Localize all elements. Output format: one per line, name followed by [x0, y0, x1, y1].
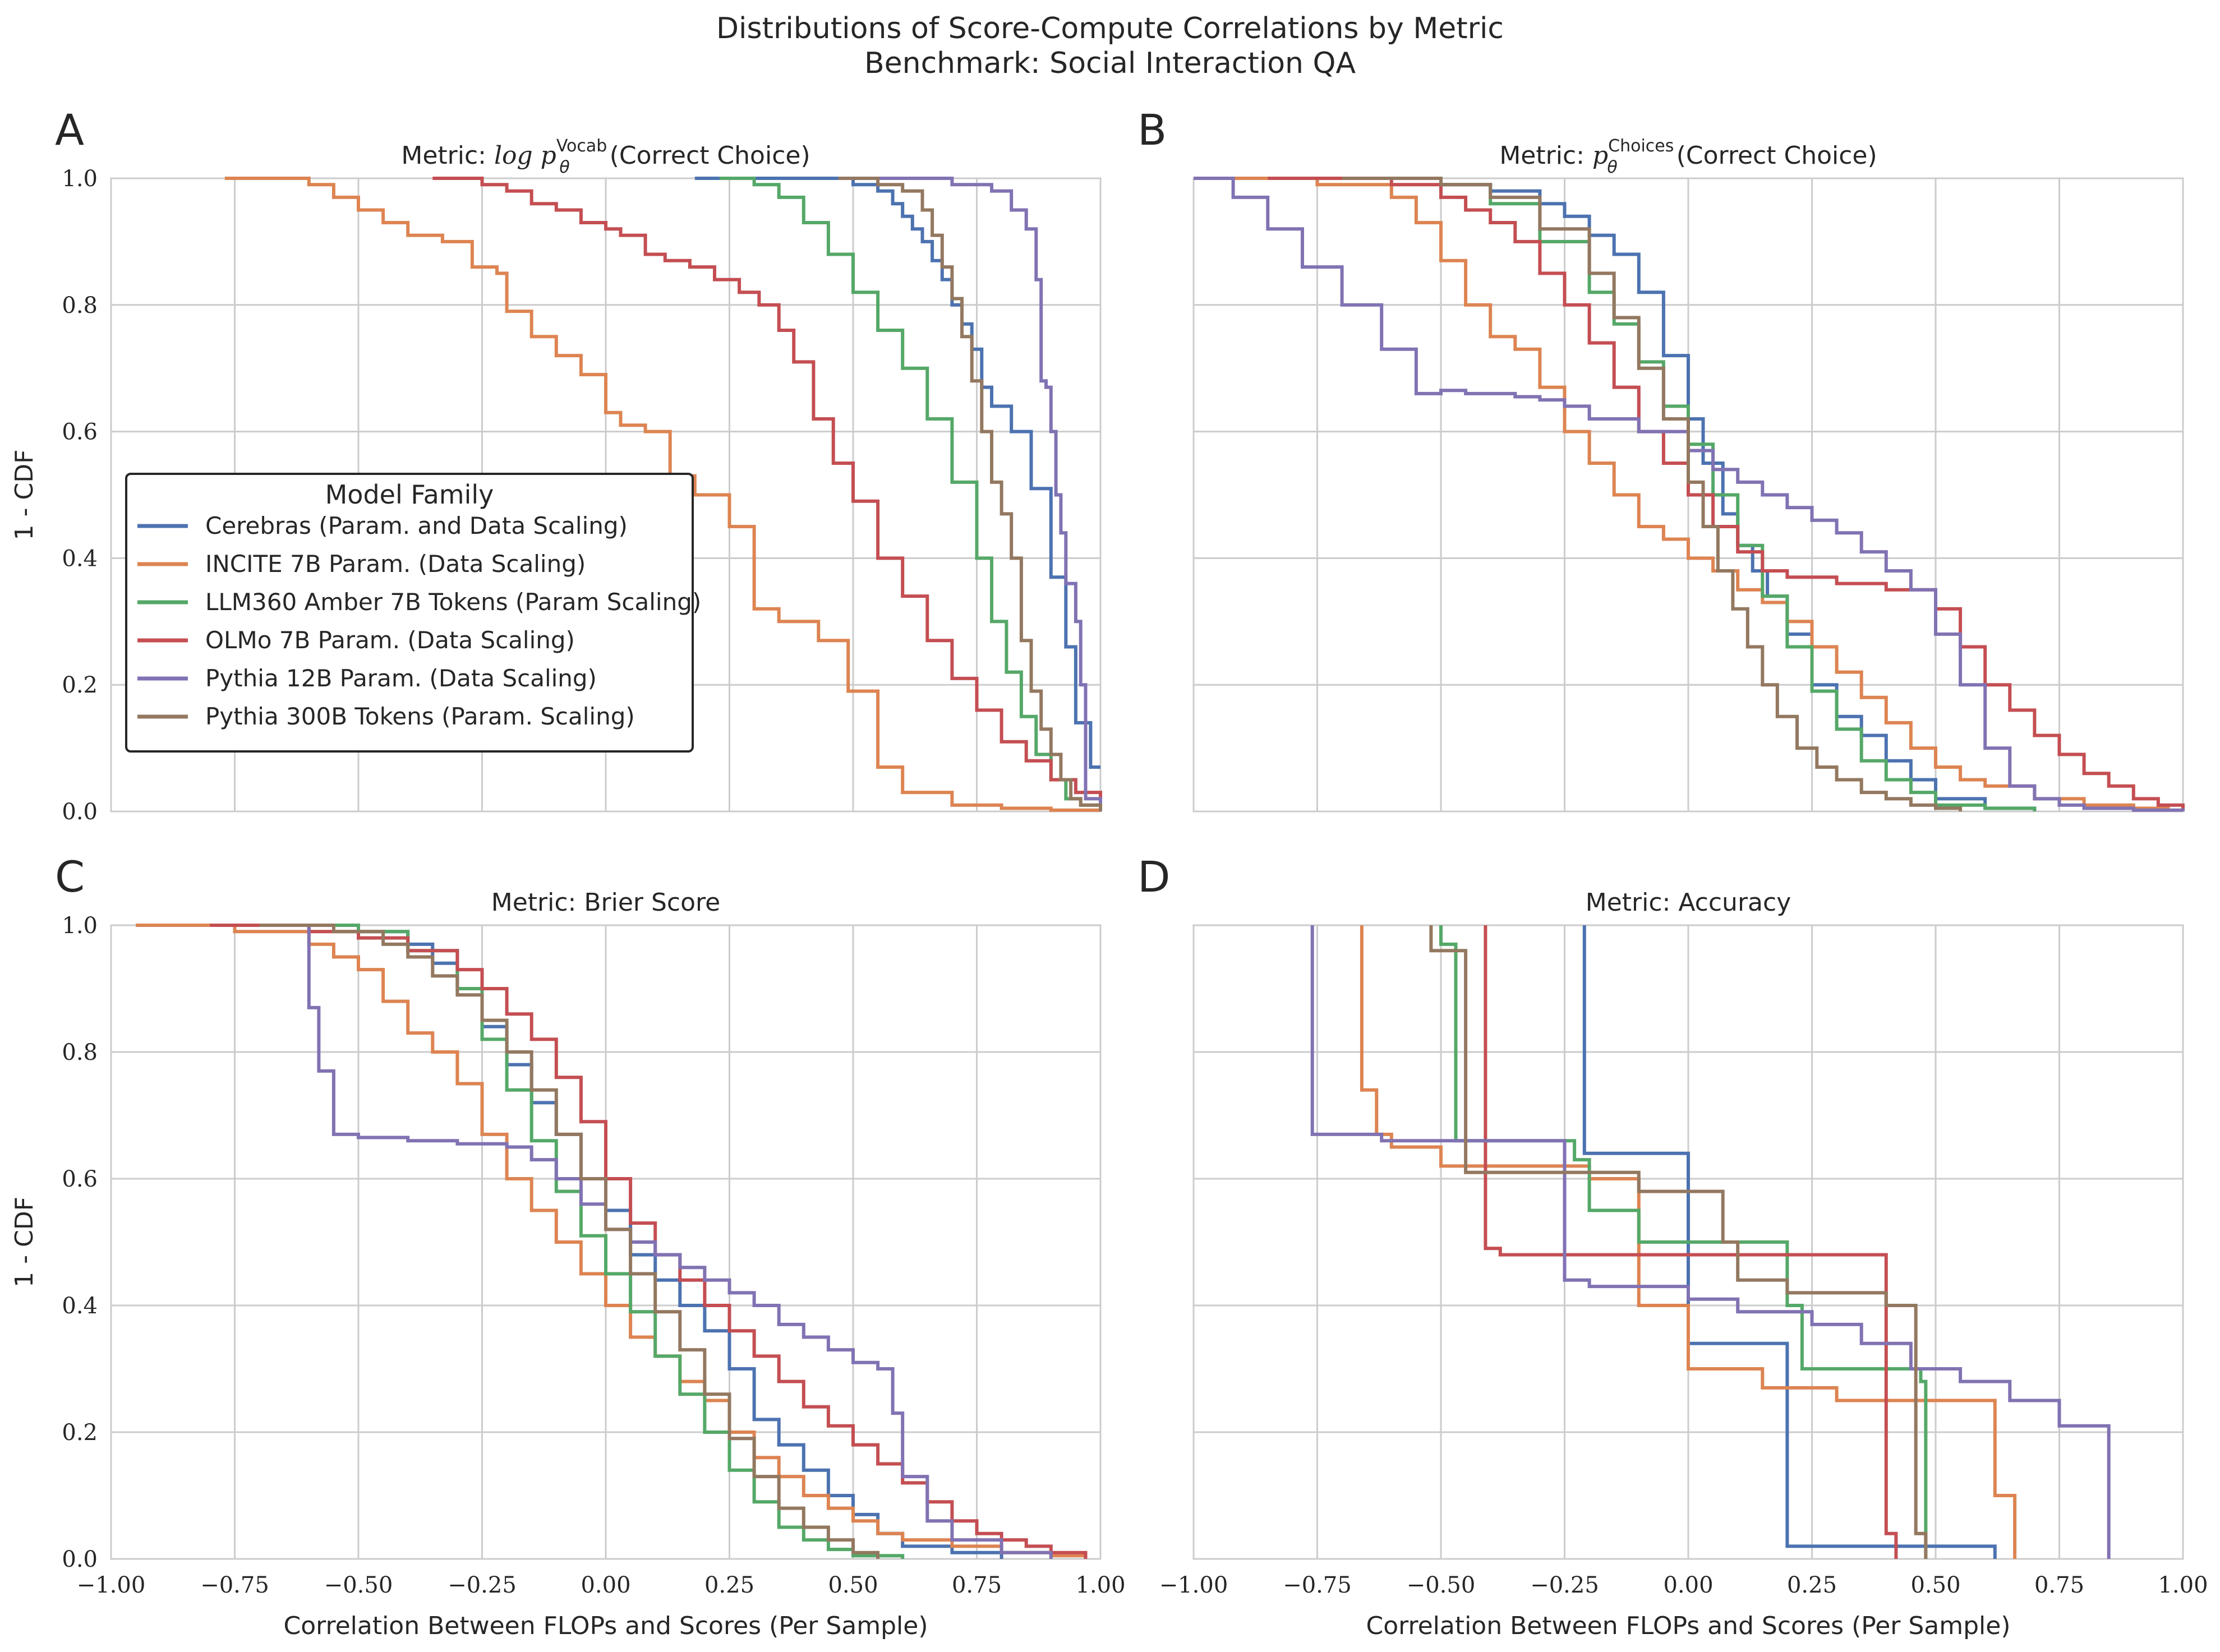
series-line	[259, 924, 880, 1559]
panel-D: D Metric: Accuracy −1.00 −0.75 −0.50 −0.25 0.0…	[1137, 852, 2208, 1640]
series-line	[1218, 177, 2170, 811]
plot-frame	[1192, 177, 2184, 813]
plot-frame	[110, 924, 1102, 1560]
x-axis-label: Correlation Between FLOPs and Scores (Pe…	[283, 1612, 928, 1640]
series-line	[1360, 925, 2017, 1559]
figure-title-line2: Benchmark: Social Interaction QA	[864, 47, 1356, 80]
panel-title: Metric: log pVocab θ (Correct Choice)	[401, 136, 810, 177]
plot-frame	[1192, 924, 2184, 1560]
y-tick-label: 1.0	[62, 166, 98, 192]
y-tick-label: 0.2	[62, 672, 98, 698]
x-tick-label: 0.75	[952, 1572, 1002, 1598]
legend-label: Pythia 300B Tokens (Param. Scaling)	[205, 703, 635, 730]
series-line	[853, 177, 1102, 805]
x-tick-label: −0.75	[200, 1572, 269, 1598]
y-tick-label: 0.4	[62, 1293, 98, 1319]
y-tick-label: 0.6	[62, 1166, 98, 1192]
legend-title: Model Family	[325, 479, 494, 510]
x-tick-label: −0.75	[1283, 1572, 1352, 1598]
series-line	[719, 177, 1102, 809]
series-line	[136, 924, 1088, 1559]
x-tick-label: −0.50	[324, 1572, 393, 1598]
legend-label: LLM360 Amber 7B Tokens (Param Scaling)	[205, 588, 701, 616]
x-tick-label: 0.00	[1663, 1572, 1713, 1598]
panel-letter: D	[1137, 852, 1171, 902]
x-tick-label: 0.50	[828, 1572, 878, 1598]
legend-label: Pythia 12B Param. (Data Scaling)	[205, 665, 597, 692]
x-tick-label: −0.50	[1407, 1572, 1476, 1598]
panel-title: Metric: Brier Score	[491, 888, 720, 917]
series-line	[432, 177, 1102, 805]
series-line	[1439, 925, 1928, 1559]
series-line	[694, 177, 1100, 769]
panel-B: B Metric: pChoices θ (Correct Choice)	[1137, 105, 2185, 813]
x-tick-label: 1.00	[2158, 1572, 2208, 1598]
legend-entry: INCITE 7B Param. (Data Scaling)	[137, 550, 586, 578]
panel-C: C Metric: Brier Score 0.0 0.2 0.4 0.6 0.8 1.0 −1…	[10, 852, 1126, 1640]
x-tick-label: 1.00	[1075, 1572, 1125, 1598]
series-line	[1582, 925, 1997, 1559]
legend-box	[125, 473, 694, 753]
y-tick-label: 0.0	[62, 799, 98, 825]
legend-label: INCITE 7B Param. (Data Scaling)	[205, 550, 586, 578]
y-tick-label: 0.8	[62, 1040, 98, 1065]
panel-letter: A	[55, 105, 84, 155]
x-tick-label: 0.75	[2034, 1572, 2084, 1598]
y-tick-label: 0.6	[62, 419, 98, 445]
panel-title: Metric: Accuracy	[1586, 888, 1791, 917]
y-tick-label: 1.0	[62, 913, 98, 939]
legend-entry: Cerebras (Param. and Data Scaling)	[137, 512, 628, 539]
plot-frame	[110, 177, 1102, 813]
series-line	[284, 924, 1053, 1559]
x-tick-label: 0.25	[1787, 1572, 1837, 1598]
y-tick-label: 0.0	[62, 1547, 98, 1572]
x-axis-label: Correlation Between FLOPs and Scores (Pe…	[1366, 1612, 2010, 1640]
legend-label: OLMo 7B Param. (Data Scaling)	[205, 626, 575, 654]
series-line	[1317, 177, 2037, 811]
panel-letter: B	[1137, 105, 1167, 155]
legend-label: Cerebras (Param. and Data Scaling)	[205, 512, 628, 539]
series-line	[838, 177, 1102, 811]
x-tick-label: −0.25	[448, 1572, 517, 1598]
legend: Model Family Cerebras (Param. and Data S…	[125, 473, 701, 753]
y-tick-label: 0.2	[62, 1420, 98, 1446]
x-tick-label: 0.25	[704, 1572, 754, 1598]
x-tick-label: 0.50	[1910, 1572, 1960, 1598]
series-line	[284, 924, 905, 1559]
legend-entries: Cerebras (Param. and Data Scaling) INCITE…	[137, 512, 701, 730]
figure-title-line1: Distributions of Score-Compute Correlati…	[716, 12, 1504, 45]
series-line	[1342, 177, 1963, 811]
panel-letter: C	[55, 852, 85, 902]
series-line	[1484, 925, 1898, 1559]
panel-title: Metric: pChoices θ (Correct Choice)	[1499, 136, 1877, 177]
series-line	[224, 177, 1102, 812]
x-tick-label: −1.00	[1159, 1572, 1228, 1598]
x-tick-label: −1.00	[77, 1572, 146, 1598]
y-axis-label: 1 - CDF	[10, 1197, 39, 1288]
series-line	[1194, 177, 2185, 812]
series-line	[1268, 177, 2185, 811]
legend-entry: OLMo 7B Param. (Data Scaling)	[137, 626, 575, 654]
legend-entry: Pythia 12B Param. (Data Scaling)	[137, 665, 597, 692]
x-tick-label: −0.25	[1530, 1572, 1599, 1598]
series-line	[1310, 925, 2111, 1559]
legend-entry: Pythia 300B Tokens (Param. Scaling)	[137, 703, 635, 730]
y-tick-label: 0.8	[62, 293, 98, 319]
legend-entry: LLM360 Amber 7B Tokens (Param Scaling)	[137, 588, 701, 616]
series-line	[1429, 925, 1928, 1559]
x-tick-label: 0.00	[581, 1572, 630, 1598]
series-line	[210, 924, 1088, 1559]
panel-A: A Metric: log pVocab θ (Correct Choice) 0.0 0…	[10, 105, 1102, 825]
y-tick-label: 0.4	[62, 546, 98, 571]
y-axis-label: 1 - CDF	[10, 450, 39, 541]
